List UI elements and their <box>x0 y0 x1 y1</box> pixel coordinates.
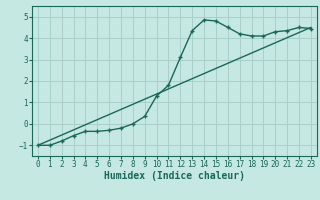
X-axis label: Humidex (Indice chaleur): Humidex (Indice chaleur) <box>104 171 245 181</box>
